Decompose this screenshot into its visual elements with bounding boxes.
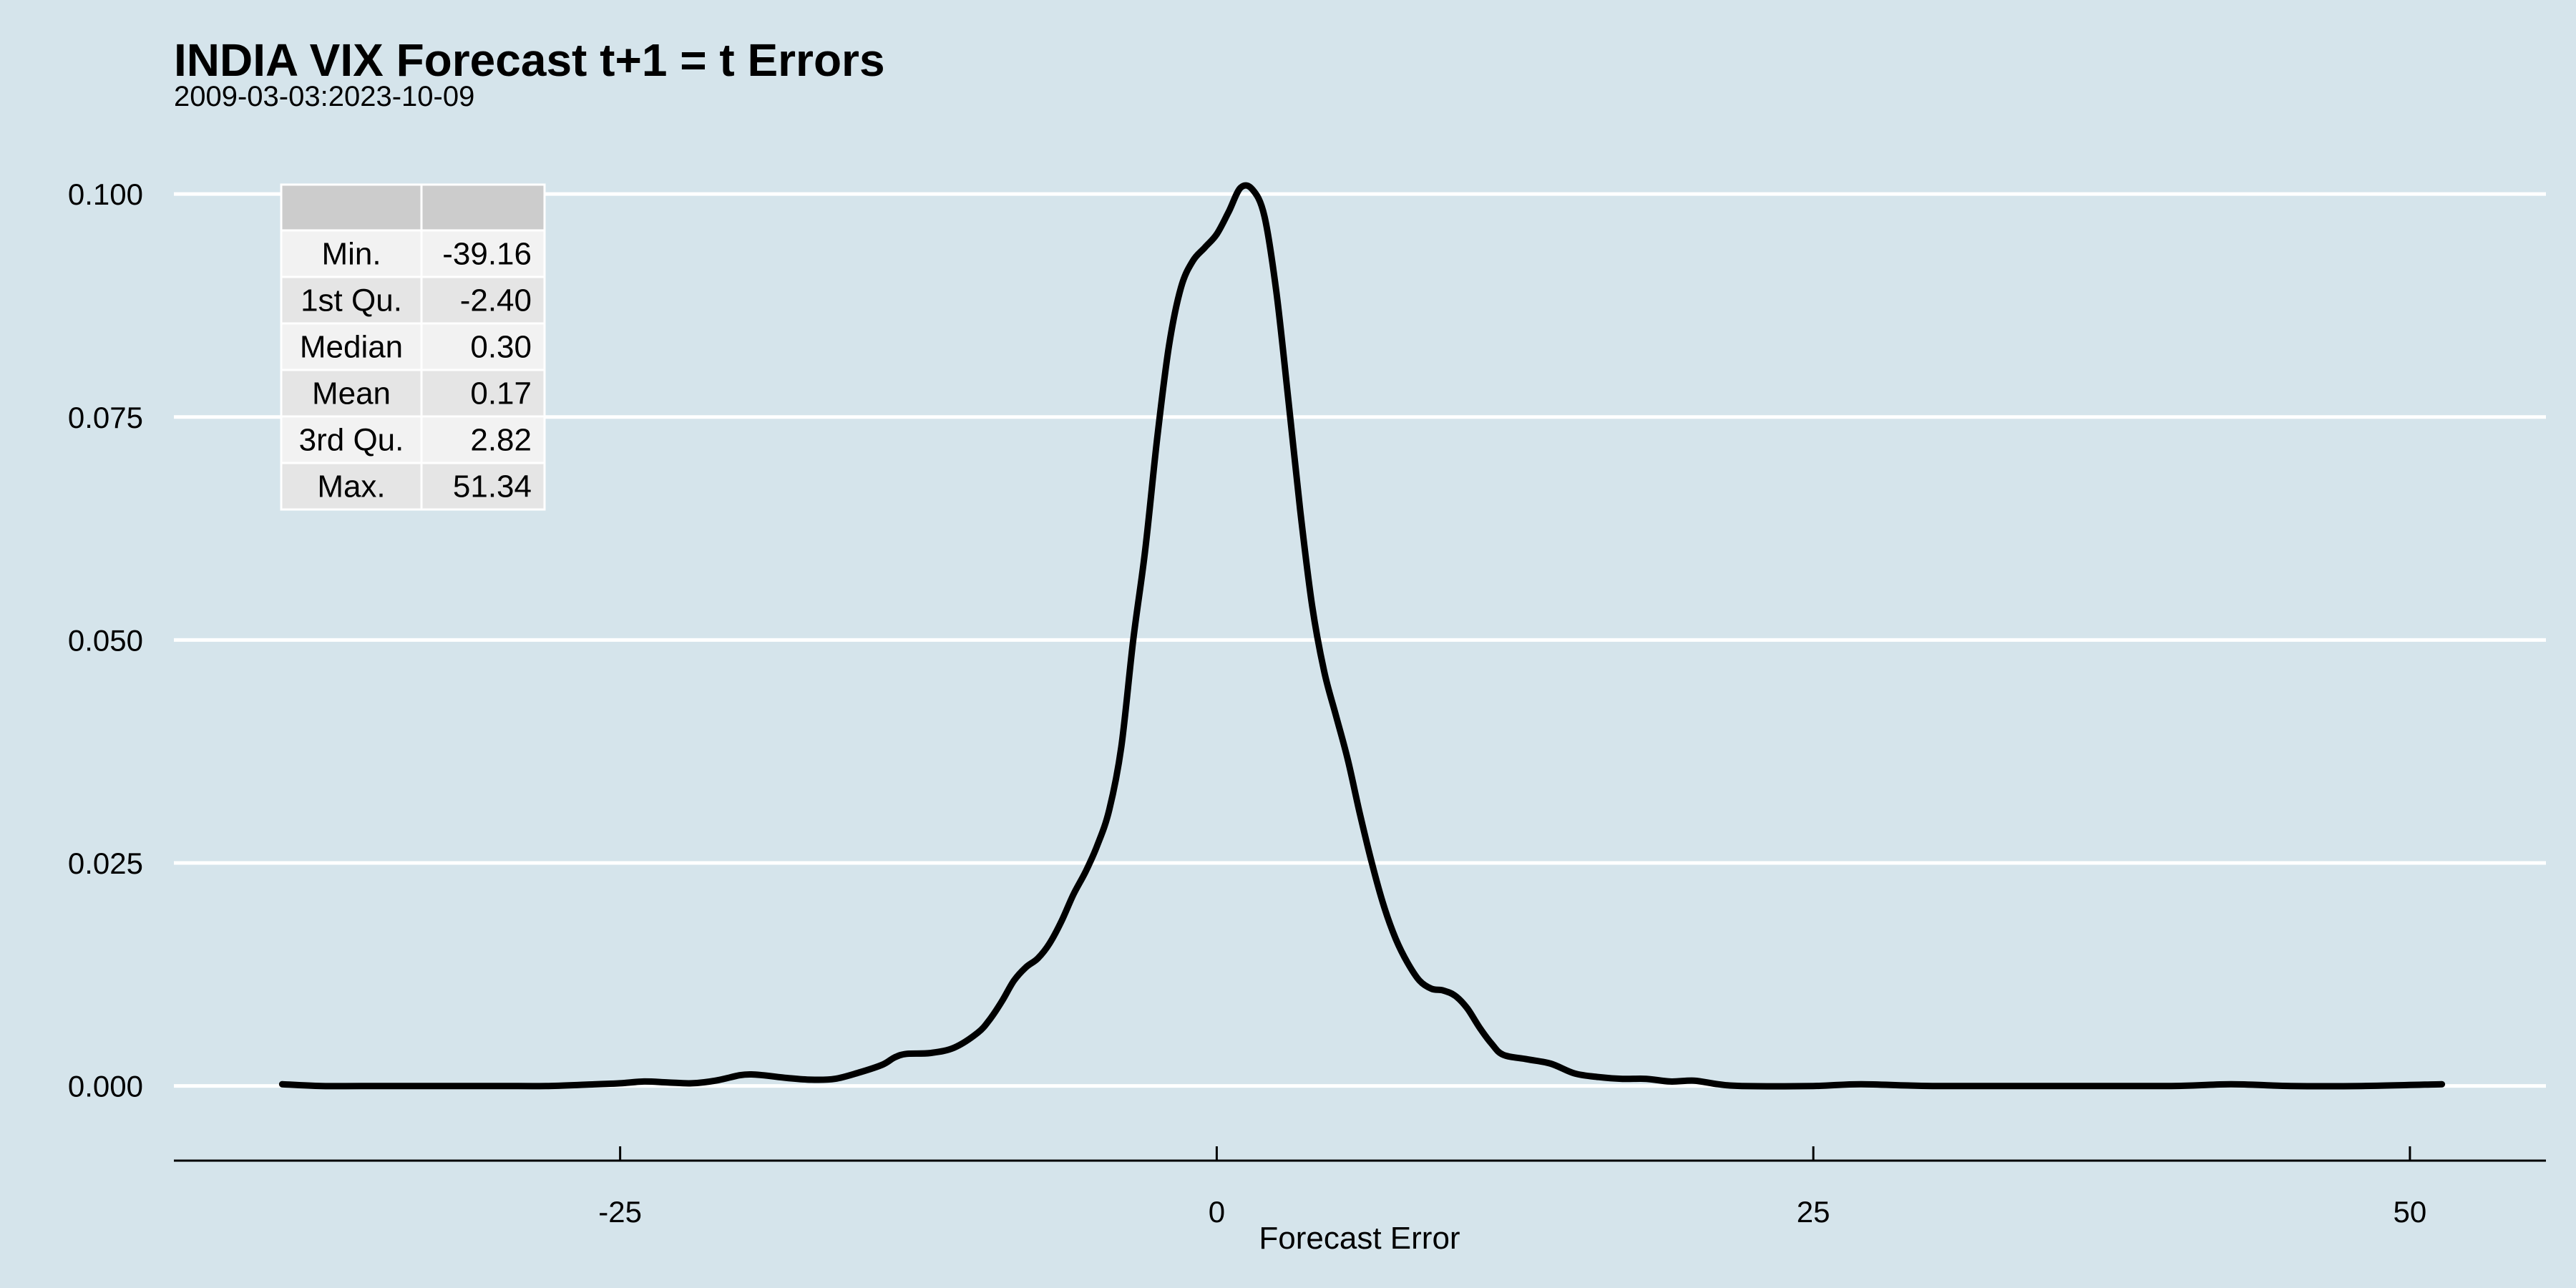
x-tick-label-1: 0 — [1209, 1195, 1225, 1229]
y-tick-label-3: 0.075 — [68, 401, 143, 434]
x-tick-label-2: 25 — [1797, 1195, 1830, 1229]
table-cell-value-bg — [420, 462, 546, 511]
table-cell-value-bg — [420, 322, 546, 371]
y-tick-label-0: 0.000 — [68, 1070, 143, 1103]
density-line-0 — [278, 182, 2446, 1090]
stat-label: 3rd Qu. — [299, 423, 404, 458]
summary-table: Min. -39.16 1st Qu. -2.40 Median 0.30 Mean 0.17… — [280, 183, 546, 511]
stat-label: Max. — [317, 469, 385, 504]
table-header-cell-1 — [420, 183, 546, 232]
y-tick-label-2: 0.050 — [68, 623, 143, 657]
table-row: Min. -39.16 — [280, 229, 546, 278]
y-tick-label-4: 0.100 — [68, 177, 143, 211]
x-tick-label-0: -25 — [598, 1195, 642, 1229]
stat-label: Mean — [312, 376, 391, 411]
table-row: 3rd Qu. 2.82 — [280, 415, 546, 464]
chart-subtitle: 2009-03-03:2023-10-09 — [174, 81, 474, 112]
stat-value: -2.40 — [460, 283, 532, 318]
table-row: Max. 51.34 — [280, 462, 546, 511]
table-cell-label-bg — [280, 322, 423, 371]
series-group — [278, 182, 2446, 1090]
table-cell-label-bg — [280, 462, 423, 511]
table-row: 1st Qu. -2.40 — [280, 275, 546, 325]
stat-label: Min. — [321, 237, 381, 272]
stat-label: Median — [300, 330, 403, 365]
stat-value: 51.34 — [453, 469, 532, 504]
table-cell-value-bg — [420, 275, 546, 325]
y-tick-label-1: 0.025 — [68, 847, 143, 880]
stat-label: 1st Qu. — [301, 283, 402, 318]
chart-title: INDIA VIX Forecast t+1 = t Errors — [174, 34, 885, 86]
table-row: Median 0.30 — [280, 322, 546, 371]
stat-value: 2.82 — [470, 423, 532, 458]
table-row: Mean 0.17 — [280, 369, 546, 418]
stat-value: -39.16 — [442, 237, 532, 272]
table-cell-label-bg — [280, 415, 423, 464]
table-cell-value-bg — [420, 229, 546, 278]
stat-value: 0.17 — [470, 376, 532, 411]
y-axis-ticks: 0.000 0.025 0.050 0.075 0.100 — [68, 177, 143, 1103]
x-tick-label-3: 50 — [2394, 1195, 2427, 1229]
table-cell-value-bg — [420, 415, 546, 464]
x-axis-ticks: -25 0 25 50 — [598, 1146, 2426, 1229]
x-axis-label: Forecast Error — [1259, 1221, 1460, 1256]
table-header-cell-0 — [280, 183, 423, 232]
table-cell-label-bg — [280, 369, 423, 418]
stat-value: 0.30 — [470, 330, 532, 365]
